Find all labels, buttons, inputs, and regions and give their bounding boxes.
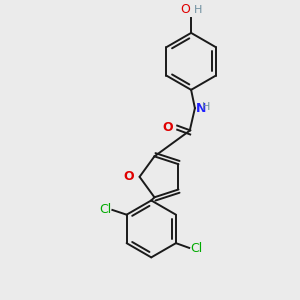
Text: O: O — [123, 170, 134, 183]
Text: Cl: Cl — [190, 242, 203, 255]
Text: H: H — [194, 5, 203, 15]
Text: N: N — [196, 102, 206, 115]
Text: Cl: Cl — [99, 203, 111, 216]
Text: H: H — [202, 102, 210, 112]
Text: O: O — [181, 3, 190, 16]
Text: O: O — [162, 121, 173, 134]
